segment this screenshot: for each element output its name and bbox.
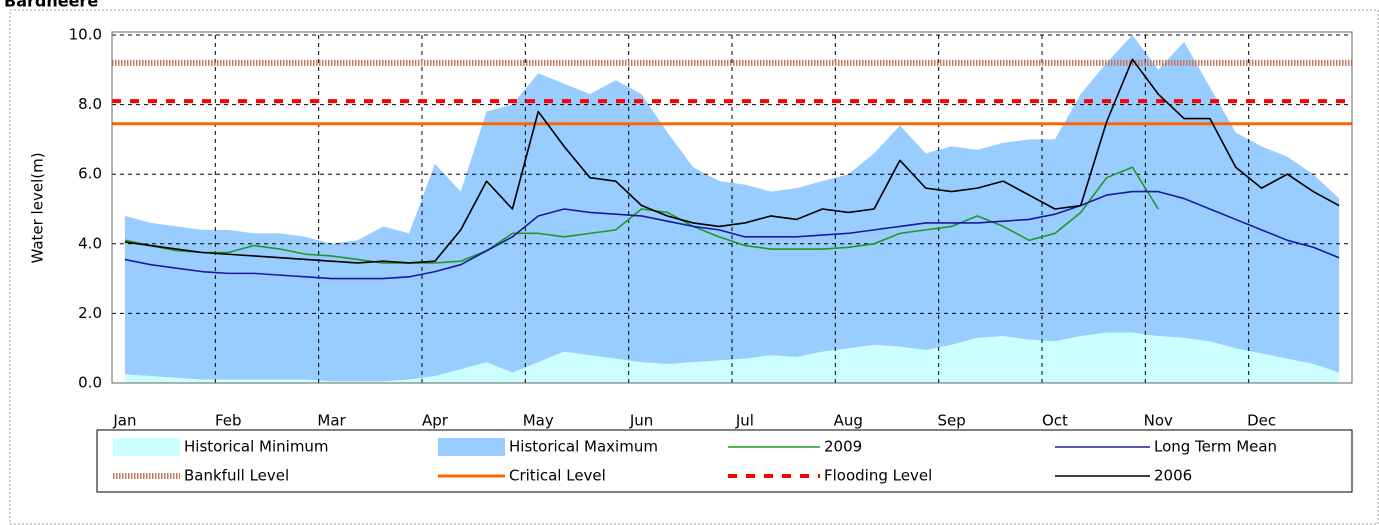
plot-area	[112, 34, 1352, 384]
x-tick-label: Mar	[317, 412, 346, 430]
legend-label: Long Term Mean	[1154, 438, 1277, 456]
series-line	[124, 58, 1340, 264]
legend-label: Flooding Level	[824, 467, 932, 485]
chart-title: Bardheere	[4, 0, 98, 11]
x-tick-label: Jul	[735, 412, 754, 430]
y-tick-label: 10.0	[69, 26, 102, 44]
area	[124, 332, 1340, 383]
legend-label: Historical Maximum	[509, 438, 658, 456]
legend-label: Critical Level	[509, 467, 606, 485]
legend-swatch	[438, 438, 505, 456]
series-line	[124, 190, 1340, 280]
y-axis-title: Water level(m)	[29, 152, 47, 263]
x-tick-label: Jun	[629, 412, 653, 430]
x-tick-label: Oct	[1042, 412, 1068, 430]
y-tick-label: 0.0	[78, 374, 102, 392]
legend-label: Historical Minimum	[184, 438, 329, 456]
x-tick-label: May	[523, 412, 554, 430]
x-tick-label: Apr	[422, 412, 449, 430]
y-tick-label: 8.0	[78, 95, 102, 113]
area	[124, 35, 1340, 383]
legend-label: 2009	[824, 438, 862, 456]
y-tick-label: 2.0	[78, 304, 102, 322]
series-line	[124, 166, 1159, 264]
legend-label: Bankfull Level	[184, 467, 289, 485]
x-tick-label: Nov	[1144, 412, 1173, 430]
legend-swatch	[113, 438, 180, 456]
frame	[9, 9, 1379, 525]
x-tick-label: Dec	[1247, 412, 1276, 430]
plot-border	[111, 31, 1353, 384]
plot-overlay	[112, 58, 1352, 280]
x-tick-label: Jan	[112, 412, 136, 430]
y-tick-label: 4.0	[78, 234, 102, 252]
legend-box	[96, 429, 1353, 493]
legend-label: 2006	[1154, 467, 1192, 485]
x-tick-label: Aug	[834, 412, 863, 430]
y-tick-label: 6.0	[78, 165, 102, 183]
x-tick-label: Feb	[215, 412, 242, 430]
x-tick-label: Sep	[937, 412, 965, 430]
